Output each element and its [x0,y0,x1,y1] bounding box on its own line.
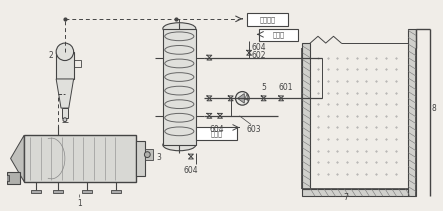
Text: 601: 601 [278,83,293,92]
Polygon shape [56,79,74,108]
Text: 8: 8 [431,104,436,112]
Bar [62,108,68,118]
Polygon shape [11,135,24,182]
Text: 3: 3 [156,153,161,162]
Bar [7,172,20,184]
Bar [408,28,416,196]
Bar [24,135,136,182]
Bar [303,43,310,189]
Bar [145,149,153,160]
Bar [82,189,92,193]
Bar [247,13,288,26]
Text: 604: 604 [184,166,198,175]
Text: 602: 602 [251,51,265,60]
Text: 7: 7 [344,193,349,202]
Text: 5: 5 [261,83,266,92]
Bar [163,28,196,145]
Circle shape [63,118,67,122]
Ellipse shape [163,23,196,34]
Bar [31,189,41,193]
Circle shape [144,152,150,158]
Text: 604: 604 [210,124,225,134]
Text: 603: 603 [247,124,261,134]
Bar [53,189,63,193]
Bar [196,127,237,140]
Text: 烟气管道: 烟气管道 [260,16,276,23]
Bar [56,52,74,79]
Polygon shape [237,93,244,103]
Text: 1: 1 [77,199,82,208]
Circle shape [236,92,249,105]
Bar [112,189,121,193]
Text: 加压罐: 加压罐 [210,130,222,137]
Text: 604: 604 [251,43,266,53]
Text: 4: 4 [243,94,248,103]
Bar [1,175,9,181]
Ellipse shape [163,139,196,151]
Bar [303,189,408,196]
Circle shape [56,43,74,61]
Text: 外部泵: 外部泵 [272,31,284,38]
Bar [74,60,82,67]
Text: 2: 2 [48,51,53,60]
Bar [259,28,298,41]
Bar [136,141,145,176]
